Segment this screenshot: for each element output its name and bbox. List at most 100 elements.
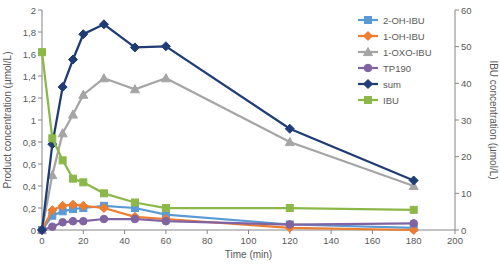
y-tick [38, 120, 42, 121]
y2-axis-title: IBU concentration (µmol/L) [488, 60, 499, 179]
x-tick-label: 100 [241, 235, 257, 246]
legend-label: sum [383, 79, 401, 90]
y2-tick-label: 30 [461, 115, 472, 126]
series [38, 20, 419, 235]
point [79, 30, 88, 39]
point [100, 190, 107, 197]
y-tick-label: 1,2 [23, 93, 36, 104]
point [48, 206, 57, 215]
series-line [42, 219, 414, 230]
y-tick-label: 0,2 [23, 203, 36, 214]
x-tick-label: 180 [406, 235, 422, 246]
point [39, 49, 46, 56]
y2-tick-label: 10 [461, 188, 472, 199]
x-tick [455, 230, 456, 234]
legend-marker [365, 17, 372, 24]
point [285, 138, 294, 146]
point [161, 42, 170, 51]
point [49, 135, 56, 142]
y-axis-title: Product concentration (µmol/L) [2, 52, 13, 189]
point [130, 43, 139, 52]
series-line [42, 24, 414, 230]
y-tick [38, 208, 42, 209]
x-tick-label: 20 [78, 235, 89, 246]
point [99, 204, 108, 213]
point [80, 179, 87, 186]
y-tick [38, 164, 42, 165]
x-axis-title: Time (min) [225, 249, 272, 260]
legend-marker [364, 80, 373, 89]
point [38, 226, 46, 234]
x-tick [165, 230, 166, 234]
point [131, 215, 139, 223]
y-tick [38, 32, 42, 33]
point [59, 219, 67, 227]
y2-tick [455, 230, 459, 231]
chart-root: 02040608010012014016018020000,20,40,60,8… [0, 0, 500, 265]
x-tick-label: 120 [282, 235, 298, 246]
y2-tick-label: 20 [461, 151, 472, 162]
x-tick-label: 140 [323, 235, 339, 246]
x-tick-label: 160 [364, 235, 380, 246]
y2-tick [455, 120, 459, 121]
point [409, 176, 418, 185]
y-tick [38, 76, 42, 77]
plot-area [38, 20, 419, 235]
x-tick [124, 230, 125, 234]
y-tick-label: 1,8 [23, 27, 36, 38]
point [100, 215, 108, 223]
x-tick [248, 230, 249, 234]
y-tick-label: 1,4 [23, 71, 36, 82]
point [162, 217, 170, 225]
y-tick [38, 10, 42, 11]
point [130, 85, 139, 93]
x-tick [83, 230, 84, 234]
legend-label: 1-OH-IBU [383, 31, 425, 42]
point [38, 226, 47, 235]
point [161, 74, 170, 82]
point [38, 226, 47, 234]
point [58, 201, 67, 210]
y-tick-label: 0 [31, 225, 36, 236]
legend-marker [364, 64, 372, 72]
y-tick-label: 1 [31, 115, 36, 126]
y2-tick [455, 156, 459, 157]
legend-label: IBU [383, 95, 399, 106]
y2-tick-label: 50 [461, 41, 472, 52]
legend-marker [364, 48, 373, 56]
point [410, 206, 417, 213]
point [99, 74, 108, 82]
y2-tick [455, 10, 459, 11]
point [68, 200, 77, 209]
point [99, 20, 108, 29]
x-tick [372, 230, 373, 234]
legend-marker [364, 32, 373, 41]
point [286, 221, 294, 229]
point [285, 124, 294, 133]
point [286, 221, 293, 228]
series [38, 200, 419, 234]
point [58, 83, 67, 92]
point [39, 227, 46, 234]
series-line [42, 52, 414, 210]
y-tick [38, 186, 42, 187]
point [68, 110, 77, 118]
x-tick-label: 0 [39, 235, 44, 246]
point [58, 129, 67, 137]
y2-tick-label: 0 [461, 225, 466, 236]
point [38, 226, 47, 235]
x-tick-label: 40 [119, 235, 130, 246]
point [131, 199, 138, 206]
point [68, 55, 77, 64]
y-tick-label: 0,8 [23, 137, 36, 148]
y2-tick [455, 83, 459, 84]
point [69, 175, 76, 182]
point [49, 223, 57, 231]
y2-tick [455, 193, 459, 194]
y-tick [38, 142, 42, 143]
legend-marker [365, 97, 372, 104]
y-tick-label: 0,4 [23, 181, 36, 192]
y-tick [38, 98, 42, 99]
y2-tick-label: 60 [461, 5, 472, 16]
legend: 2-OH-IBU1-OH-IBU1-OXO-IBUTP190sumIBU [358, 15, 432, 106]
